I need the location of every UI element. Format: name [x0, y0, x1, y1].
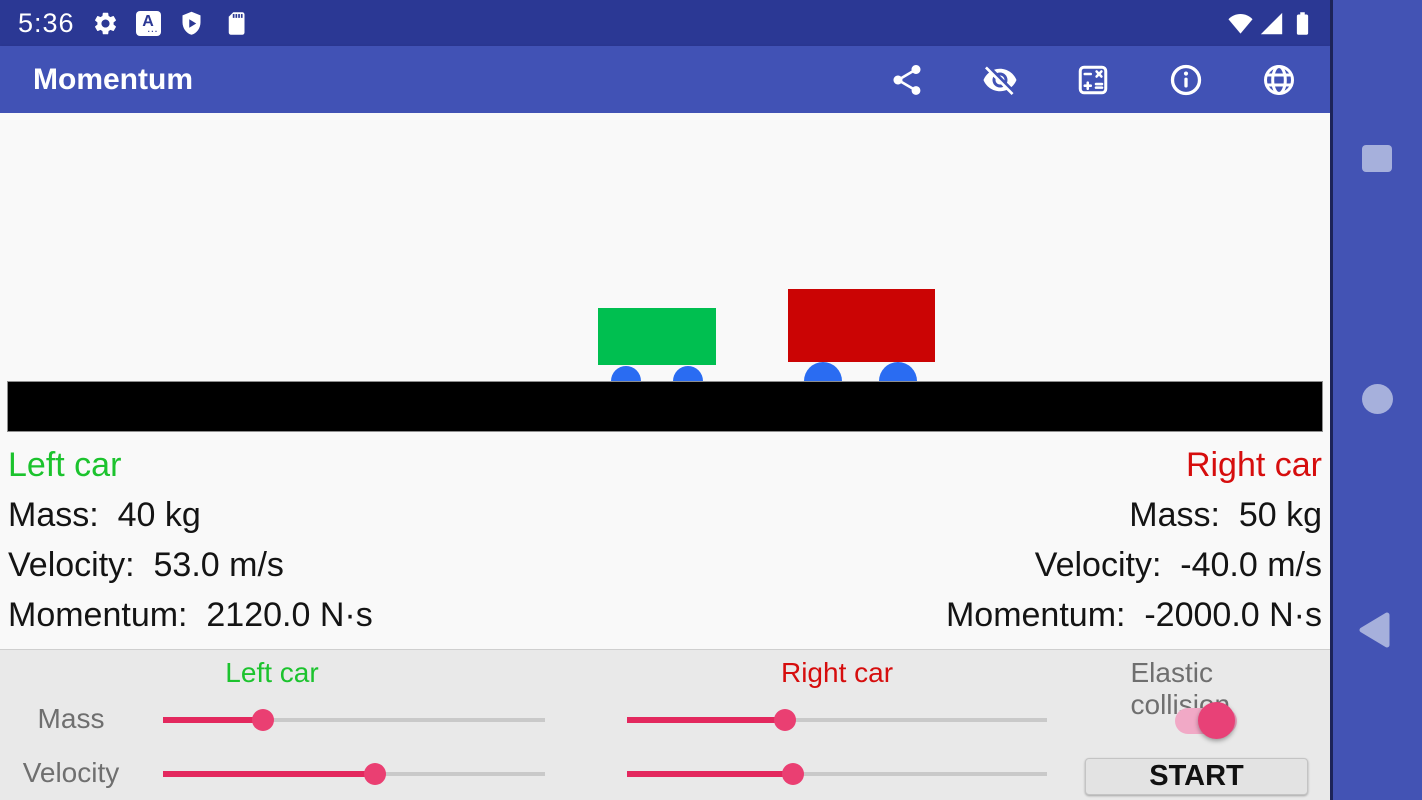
right-car-mass: Mass: 50 kg [1129, 496, 1322, 534]
left-car-momentum: Momentum: 2120.0 N·s [8, 596, 373, 634]
velocity-row-label: Velocity [22, 757, 120, 788]
share-icon [893, 64, 921, 95]
hide-values-icon [983, 66, 1017, 95]
slider-fill [627, 717, 785, 723]
left-velocity-slider[interactable] [163, 763, 545, 785]
language-select-button[interactable] [1233, 46, 1326, 113]
share-button[interactable] [860, 46, 953, 113]
play-protect-icon [182, 11, 201, 35]
page-title: Momentum [33, 62, 193, 96]
simulation-canvas: Left car Mass: 40 kg Velocity: 53.0 m/s … [0, 113, 1330, 649]
home-icon[interactable] [1362, 384, 1393, 414]
language-icon: A ··· [135, 10, 161, 36]
left-car-title: Left car [8, 446, 122, 484]
right-velocity-slider[interactable] [627, 763, 1047, 785]
info-button[interactable] [1140, 46, 1233, 113]
status-left-icons: A ··· [92, 10, 249, 37]
right-mass-slider[interactable] [627, 709, 1047, 731]
back-icon[interactable] [1356, 611, 1392, 649]
cell-signal-icon [1260, 12, 1283, 34]
right-car-wheel-rear [879, 362, 917, 382]
mass-row-label: Mass [37, 703, 105, 734]
right-car [788, 289, 935, 362]
right-car-wheel-front [804, 362, 842, 382]
right-car-velocity: Velocity: -40.0 m/s [1034, 546, 1322, 584]
ground-track [7, 381, 1323, 432]
right-car-title: Right car [1185, 446, 1322, 484]
wifi-icon [1228, 13, 1253, 34]
left-car-mass: Mass: 40 kg [8, 496, 201, 534]
recents-icon[interactable] [1362, 145, 1392, 172]
slider-track [627, 772, 1047, 776]
app-bar: Momentum [0, 46, 1330, 113]
right-car-column-header: Right car [780, 657, 894, 688]
toggle-knob[interactable] [1198, 702, 1235, 739]
slider-track [163, 718, 545, 722]
right-car-momentum: Momentum: -2000.0 N·s [945, 596, 1322, 634]
slider-track [627, 718, 1047, 722]
slider-fill [163, 717, 264, 723]
status-right-icons [1227, 10, 1316, 37]
status-bar: 5:36 A ··· [0, 0, 1330, 46]
info-icon [1171, 64, 1202, 95]
controls-panel: Left car Right car Elastic collision Mas… [0, 649, 1330, 800]
slider-fill [627, 771, 793, 777]
left-car-wheel-rear [673, 366, 703, 382]
left-car-readout: Left car Mass: 40 kg Velocity: 53.0 m/s … [8, 440, 373, 640]
hide-values-button[interactable] [953, 46, 1046, 113]
android-nav-bar [1330, 0, 1422, 800]
app-bar-actions [860, 46, 1326, 113]
calculator-button[interactable] [1046, 46, 1139, 113]
globe-icon [1264, 64, 1295, 95]
right-car-readout: Right car Mass: 50 kg Velocity: -40.0 m/… [946, 440, 1322, 640]
left-car-column-header: Left car [225, 657, 319, 688]
slider-thumb[interactable] [781, 763, 804, 785]
left-mass-slider[interactable] [163, 709, 545, 731]
slider-thumb[interactable] [252, 709, 275, 731]
calculator-icon [1078, 65, 1108, 94]
clock: 5:36 [18, 7, 75, 38]
sdcard-icon [228, 11, 245, 35]
settings-icon [94, 12, 116, 34]
start-button[interactable]: START [1085, 758, 1308, 795]
slider-thumb[interactable] [364, 763, 386, 785]
left-car-velocity: Velocity: 53.0 m/s [8, 546, 284, 584]
slider-thumb[interactable] [773, 709, 796, 731]
battery-icon [1296, 11, 1309, 35]
elastic-collision-toggle[interactable] [1175, 702, 1237, 739]
left-car [598, 308, 716, 365]
left-car-wheel-front [611, 366, 641, 382]
slider-fill [163, 771, 375, 777]
